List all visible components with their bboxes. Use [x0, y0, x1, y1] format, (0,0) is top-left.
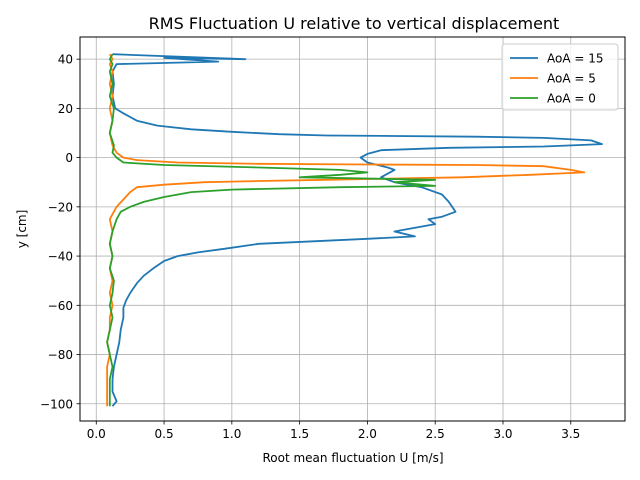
- y-tick-label: −40: [48, 250, 73, 264]
- x-tick-label: 3.5: [561, 427, 580, 441]
- y-axis: −100 −80 −60 −40 −20 0 20 40: [40, 53, 80, 411]
- y-tick-label: 20: [58, 102, 73, 116]
- x-tick-label: 0.0: [87, 427, 106, 441]
- legend: AoA = 15 AoA = 5 AoA = 0: [501, 43, 619, 111]
- y-tick-label: −80: [48, 348, 73, 362]
- x-axis-label: Root mean fluctuation U [m/s]: [262, 451, 443, 465]
- legend-box: [501, 43, 619, 111]
- x-axis: 0.0 0.5 1.0 1.5 2.0 2.5 3.0 3.5: [87, 421, 580, 441]
- series-line-2: [106, 53, 437, 407]
- y-tick-label: −60: [48, 299, 73, 313]
- y-tick-label: 40: [58, 53, 73, 67]
- x-tick-label: 1.0: [222, 427, 241, 441]
- x-tick-label: 1.5: [290, 427, 309, 441]
- y-axis-label: y [cm]: [15, 210, 29, 249]
- y-tick-label: −20: [48, 200, 73, 214]
- x-tick-label: 2.0: [358, 427, 377, 441]
- series-line-0: [111, 53, 603, 407]
- y-tick-label: −100: [40, 397, 73, 411]
- x-tick-label: 3.0: [493, 427, 512, 441]
- y-tick-label: 0: [65, 151, 73, 165]
- legend-label: AoA = 15: [547, 52, 604, 66]
- chart-title: RMS Fluctuation U relative to vertical d…: [149, 14, 560, 33]
- legend-label: AoA = 5: [547, 72, 596, 86]
- x-tick-label: 2.5: [426, 427, 445, 441]
- legend-label: AoA = 0: [547, 92, 596, 106]
- x-tick-label: 0.5: [155, 427, 174, 441]
- series-lines: [106, 53, 603, 407]
- plot-area-frame: [79, 36, 626, 422]
